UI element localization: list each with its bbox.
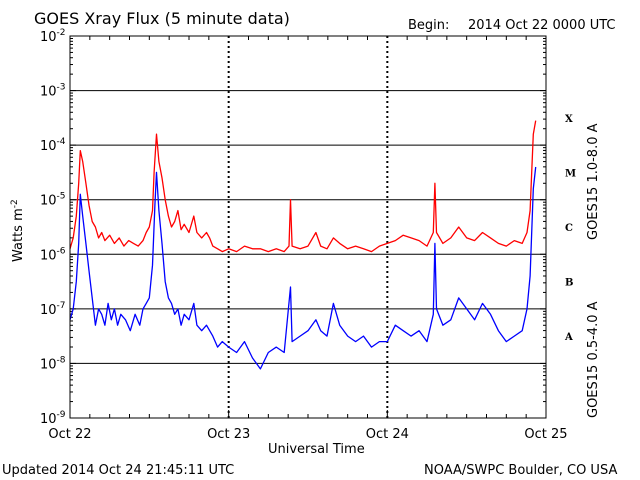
x-tick-label-0: Oct 22 xyxy=(48,427,91,442)
y-tick-base-7: 10 xyxy=(40,30,57,45)
y-tick-base-5: 10 xyxy=(40,139,57,154)
y-tick-base-4: 10 xyxy=(40,194,57,209)
y-axis-label: Watts m-2 xyxy=(10,199,26,262)
y-axis: 10-910-810-710-610-510-410-310-2 xyxy=(40,28,546,427)
x-tick-label-1: Oct 23 xyxy=(207,427,250,442)
begin-label: Begin: xyxy=(408,18,449,33)
x-axis-label: Universal Time xyxy=(268,442,365,457)
flare-class-b: B xyxy=(565,278,573,289)
y-tick-label-0: 10-9 xyxy=(40,410,66,427)
y-tick-exp-7: -2 xyxy=(57,28,66,38)
series-line-0 xyxy=(69,120,537,253)
updated-timestamp: Updated 2014 Oct 24 21:45:11 UTC xyxy=(2,463,234,478)
legend-long-channel: GOES15 1.0-8.0 A xyxy=(586,123,601,240)
y-tick-label-7: 10-2 xyxy=(40,28,66,45)
x-tick-label-3: Oct 25 xyxy=(524,427,567,442)
y-tick-exp-4: -5 xyxy=(57,192,66,202)
y-tick-exp-3: -6 xyxy=(57,246,66,256)
series-line-1 xyxy=(69,166,537,370)
legend-short-channel: GOES15 0.5-4.0 A xyxy=(586,301,601,418)
y-tick-base-1: 10 xyxy=(40,357,57,372)
y-tick-label-5: 10-4 xyxy=(40,137,66,154)
y-tick-base-2: 10 xyxy=(40,303,57,318)
y-tick-exp-5: -4 xyxy=(57,137,66,147)
y-tick-base-3: 10 xyxy=(40,248,57,263)
y-tick-label-6: 10-3 xyxy=(40,83,66,100)
flare-class-a: A xyxy=(564,332,573,343)
plot-frame xyxy=(69,35,547,419)
y-tick-exp-6: -3 xyxy=(57,83,66,93)
flare-class-x: X xyxy=(565,114,573,125)
y-tick-base-0: 10 xyxy=(40,412,57,427)
y-tick-label-4: 10-5 xyxy=(40,192,66,209)
source-credit: NOAA/SWPC Boulder, CO USA xyxy=(424,463,617,478)
begin-value: 2014 Oct 22 0000 UTC xyxy=(468,18,616,33)
y-tick-label-2: 10-7 xyxy=(40,301,66,318)
x-axis: Oct 22 Oct 23 Oct 24 Oct 25 xyxy=(48,36,568,442)
y-tick-base-6: 10 xyxy=(40,85,57,100)
series-lines xyxy=(69,120,537,370)
x-tick-label-2: Oct 24 xyxy=(366,427,409,442)
grid-lines xyxy=(70,36,546,418)
flare-class-c: C xyxy=(565,223,573,234)
y-tick-exp-0: -9 xyxy=(57,410,66,420)
flare-class-labels: X M C B A xyxy=(564,114,576,343)
y-tick-exp-2: -7 xyxy=(57,301,66,311)
y-tick-label-3: 10-6 xyxy=(40,246,66,263)
chart-title: GOES Xray Flux (5 minute data) xyxy=(34,9,290,28)
y-tick-label-1: 10-8 xyxy=(40,355,66,372)
y-tick-exp-1: -8 xyxy=(57,355,66,365)
flare-class-m: M xyxy=(565,168,576,179)
